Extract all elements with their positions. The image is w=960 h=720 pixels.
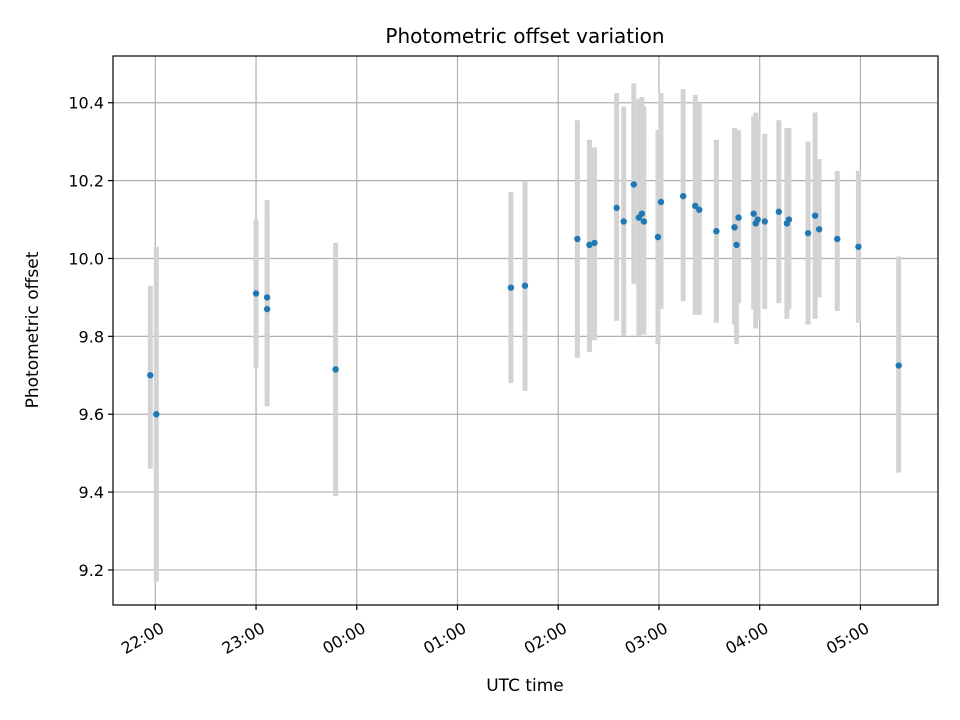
data-point xyxy=(153,411,160,418)
data-points xyxy=(147,181,902,418)
data-point xyxy=(731,224,738,231)
data-point xyxy=(638,210,646,217)
data-point xyxy=(252,290,260,297)
y-tick-label: 9.4 xyxy=(79,483,104,502)
data-point xyxy=(574,235,581,243)
data-point xyxy=(761,218,768,225)
y-tick-label: 10.2 xyxy=(68,172,104,191)
x-axis-label: UTC time xyxy=(486,676,564,696)
y-tick-label: 9.6 xyxy=(79,405,104,424)
data-point xyxy=(654,233,662,241)
data-point xyxy=(735,214,742,221)
data-point xyxy=(630,181,637,188)
data-point xyxy=(147,372,154,379)
data-point xyxy=(811,212,819,219)
data-point xyxy=(775,208,783,215)
y-tick-label: 9.8 xyxy=(79,327,104,346)
data-point xyxy=(521,282,529,289)
data-point xyxy=(263,294,271,301)
y-tick-label: 9.2 xyxy=(79,561,104,580)
y-axis-ticks: 9.2 9.4 9.6 9.8 10.0 10.2 10.4 xyxy=(68,94,113,580)
data-point xyxy=(696,206,703,213)
data-point xyxy=(804,229,812,237)
data-point xyxy=(750,210,757,217)
y-axis-label: Photometric offset xyxy=(23,251,43,408)
plot-area-frame xyxy=(112,55,939,606)
data-point xyxy=(507,284,515,291)
data-point xyxy=(785,216,793,223)
data-point xyxy=(591,239,598,247)
data-point xyxy=(679,192,687,200)
data-point xyxy=(855,243,862,250)
data-point xyxy=(754,216,761,223)
data-point xyxy=(613,204,620,212)
data-point xyxy=(895,362,902,369)
data-point xyxy=(263,305,271,313)
data-point xyxy=(332,366,339,373)
y-tick-label: 10.4 xyxy=(68,94,104,113)
data-point xyxy=(713,228,720,235)
data-point xyxy=(640,218,648,225)
data-point xyxy=(692,202,699,210)
data-point xyxy=(657,198,665,206)
data-point xyxy=(815,226,823,233)
data-point xyxy=(586,241,593,249)
y-tick-label: 10.0 xyxy=(68,249,104,268)
chart-title: Photometric offset variation xyxy=(385,24,664,48)
data-point xyxy=(733,241,740,249)
data-point xyxy=(620,218,627,225)
data-point xyxy=(834,235,841,243)
